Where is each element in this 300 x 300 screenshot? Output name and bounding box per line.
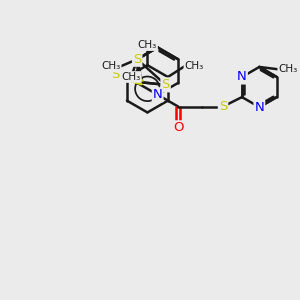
Text: N: N <box>254 100 264 114</box>
Text: CH₃: CH₃ <box>101 61 121 71</box>
Text: S: S <box>219 100 227 113</box>
Text: S: S <box>161 78 170 92</box>
Text: N: N <box>237 70 247 83</box>
Text: S: S <box>112 68 120 81</box>
Text: S: S <box>133 53 141 66</box>
Text: CH₃: CH₃ <box>122 72 141 82</box>
Text: CH₃: CH₃ <box>138 40 157 50</box>
Text: CH₃: CH₃ <box>278 64 298 74</box>
Text: N: N <box>153 88 163 101</box>
Text: O: O <box>173 121 183 134</box>
Text: CH₃: CH₃ <box>184 61 204 71</box>
